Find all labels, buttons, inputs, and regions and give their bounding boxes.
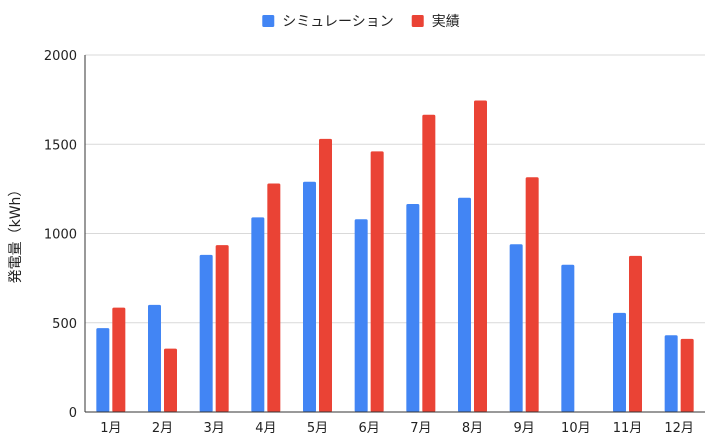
legend-label: 実績 xyxy=(432,14,460,30)
bar-series-2 xyxy=(164,348,177,412)
legend-item: 実績 xyxy=(411,14,460,30)
axes: 0 500 1000 1500 2000 1月 2月 3月 4月 5月 6月 7月 8月 9月 10月 11月… xyxy=(44,49,705,436)
x-tick-label: 11月 xyxy=(613,421,643,436)
legend-label: シミュレーション xyxy=(282,14,393,30)
x-tick-label: 3月 xyxy=(204,421,225,436)
bar-series-1 xyxy=(458,197,471,412)
x-tick-label: 1月 xyxy=(100,421,121,436)
bar-series-1 xyxy=(354,219,368,412)
bar-series-2 xyxy=(319,138,332,412)
bar-series-1 xyxy=(199,254,213,412)
y-tick-label: 500 xyxy=(52,317,77,332)
y-tick-label: 2000 xyxy=(44,49,77,64)
y-tick-label: 1500 xyxy=(44,138,77,153)
x-tick-label: 10月 xyxy=(561,421,591,436)
bar-series-2 xyxy=(474,100,487,412)
legend: シミュレーション 実績 xyxy=(262,14,460,30)
x-tick-label: 2月 xyxy=(152,421,173,436)
legend-swatch xyxy=(262,15,275,27)
bars xyxy=(96,100,694,413)
y-axis-title: 発電量（kWh） xyxy=(8,183,24,284)
legend-swatch xyxy=(411,15,424,27)
bar-series-1 xyxy=(303,181,316,412)
bar-series-2 xyxy=(112,307,126,412)
gridlines xyxy=(85,54,705,324)
bar-series-2 xyxy=(629,255,642,412)
bar-series-1 xyxy=(509,244,523,412)
bar-series-2 xyxy=(370,151,384,412)
x-tick-label: 5月 xyxy=(307,421,328,436)
x-tick-label: 4月 xyxy=(255,421,276,436)
y-tick-label: 1000 xyxy=(44,228,77,243)
y-tick-label: 0 xyxy=(69,406,77,421)
bar-series-1 xyxy=(251,217,265,412)
bar-series-2 xyxy=(267,183,281,412)
bar-series-1 xyxy=(561,264,575,412)
x-tick-label: 8月 xyxy=(462,421,483,436)
bar-series-1 xyxy=(664,335,678,412)
x-tick-label: 6月 xyxy=(359,421,380,436)
bar-series-2 xyxy=(215,245,229,412)
bar-series-2 xyxy=(422,114,436,413)
legend-item: シミュレーション xyxy=(262,14,394,30)
bar-series-2 xyxy=(525,177,539,412)
bar-series-2 xyxy=(680,338,694,412)
bar-series-1 xyxy=(406,204,420,412)
bar-series-1 xyxy=(96,328,110,412)
x-tick-label: 12月 xyxy=(664,421,694,436)
bar-series-1 xyxy=(613,312,626,412)
x-tick-label: 9月 xyxy=(514,421,535,436)
bar-series-1 xyxy=(148,304,161,412)
x-tick-label: 7月 xyxy=(410,421,431,436)
